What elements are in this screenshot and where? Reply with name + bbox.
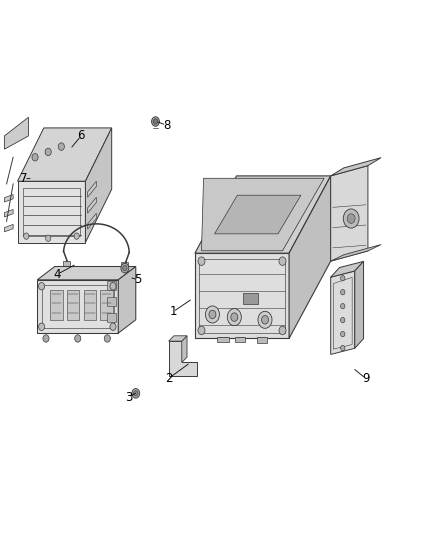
Polygon shape (88, 213, 96, 229)
Polygon shape (331, 158, 381, 176)
Circle shape (152, 117, 159, 126)
Polygon shape (169, 336, 187, 341)
Circle shape (343, 209, 359, 228)
Circle shape (198, 257, 205, 265)
Polygon shape (331, 245, 381, 261)
Text: 8: 8 (163, 119, 170, 132)
Text: 7: 7 (20, 172, 28, 185)
Polygon shape (100, 290, 113, 320)
Polygon shape (195, 176, 331, 253)
Polygon shape (237, 337, 244, 338)
Circle shape (24, 233, 29, 239)
Circle shape (209, 310, 216, 319)
Circle shape (341, 345, 345, 351)
Circle shape (347, 214, 355, 223)
Circle shape (341, 318, 345, 323)
Circle shape (58, 143, 64, 150)
Polygon shape (243, 293, 258, 304)
Polygon shape (201, 178, 324, 251)
Circle shape (341, 332, 345, 337)
Polygon shape (37, 266, 136, 280)
Text: 1: 1 (169, 305, 177, 318)
Polygon shape (169, 341, 197, 376)
Circle shape (32, 154, 38, 161)
Circle shape (110, 282, 116, 290)
Polygon shape (182, 336, 187, 362)
Circle shape (279, 257, 286, 265)
Circle shape (231, 313, 238, 321)
Polygon shape (107, 297, 116, 306)
Text: 9: 9 (362, 372, 370, 385)
Polygon shape (195, 253, 289, 338)
Text: 2: 2 (165, 372, 173, 385)
Circle shape (134, 391, 138, 396)
Polygon shape (219, 337, 227, 338)
Circle shape (153, 119, 158, 124)
Text: 3: 3 (126, 391, 133, 403)
Polygon shape (107, 281, 116, 290)
Circle shape (43, 335, 49, 342)
Circle shape (123, 265, 127, 271)
Circle shape (121, 263, 129, 273)
Circle shape (341, 276, 345, 281)
Polygon shape (289, 176, 331, 338)
Polygon shape (4, 224, 13, 232)
Circle shape (341, 289, 345, 295)
Polygon shape (50, 290, 63, 320)
Polygon shape (331, 271, 355, 354)
Polygon shape (331, 166, 368, 261)
Circle shape (198, 326, 205, 335)
Circle shape (46, 235, 51, 241)
Polygon shape (107, 313, 116, 322)
Polygon shape (85, 128, 112, 243)
Polygon shape (4, 117, 28, 149)
Polygon shape (67, 290, 79, 320)
Polygon shape (217, 337, 229, 342)
Circle shape (341, 303, 345, 309)
Text: 6: 6 (77, 130, 85, 142)
Polygon shape (37, 280, 118, 333)
Circle shape (74, 233, 79, 239)
Circle shape (205, 306, 219, 323)
Circle shape (279, 326, 286, 335)
Polygon shape (4, 195, 13, 202)
Circle shape (132, 389, 140, 398)
Polygon shape (88, 181, 96, 197)
Circle shape (45, 148, 51, 156)
Circle shape (110, 323, 116, 330)
Circle shape (261, 316, 268, 324)
Circle shape (39, 323, 45, 330)
Polygon shape (18, 181, 85, 243)
Polygon shape (84, 290, 96, 320)
Polygon shape (355, 261, 364, 348)
Polygon shape (88, 197, 96, 213)
Polygon shape (118, 266, 136, 333)
Circle shape (74, 335, 81, 342)
Text: 4: 4 (53, 268, 61, 281)
Polygon shape (4, 209, 13, 217)
Polygon shape (257, 337, 267, 343)
Circle shape (258, 311, 272, 328)
Circle shape (39, 282, 45, 290)
Polygon shape (331, 261, 364, 277)
Text: 5: 5 (134, 273, 141, 286)
Circle shape (227, 309, 241, 326)
Circle shape (104, 335, 110, 342)
Polygon shape (121, 262, 128, 268)
Polygon shape (215, 195, 301, 234)
Polygon shape (18, 128, 112, 181)
Polygon shape (63, 261, 70, 266)
Polygon shape (258, 337, 265, 338)
Polygon shape (235, 337, 245, 342)
